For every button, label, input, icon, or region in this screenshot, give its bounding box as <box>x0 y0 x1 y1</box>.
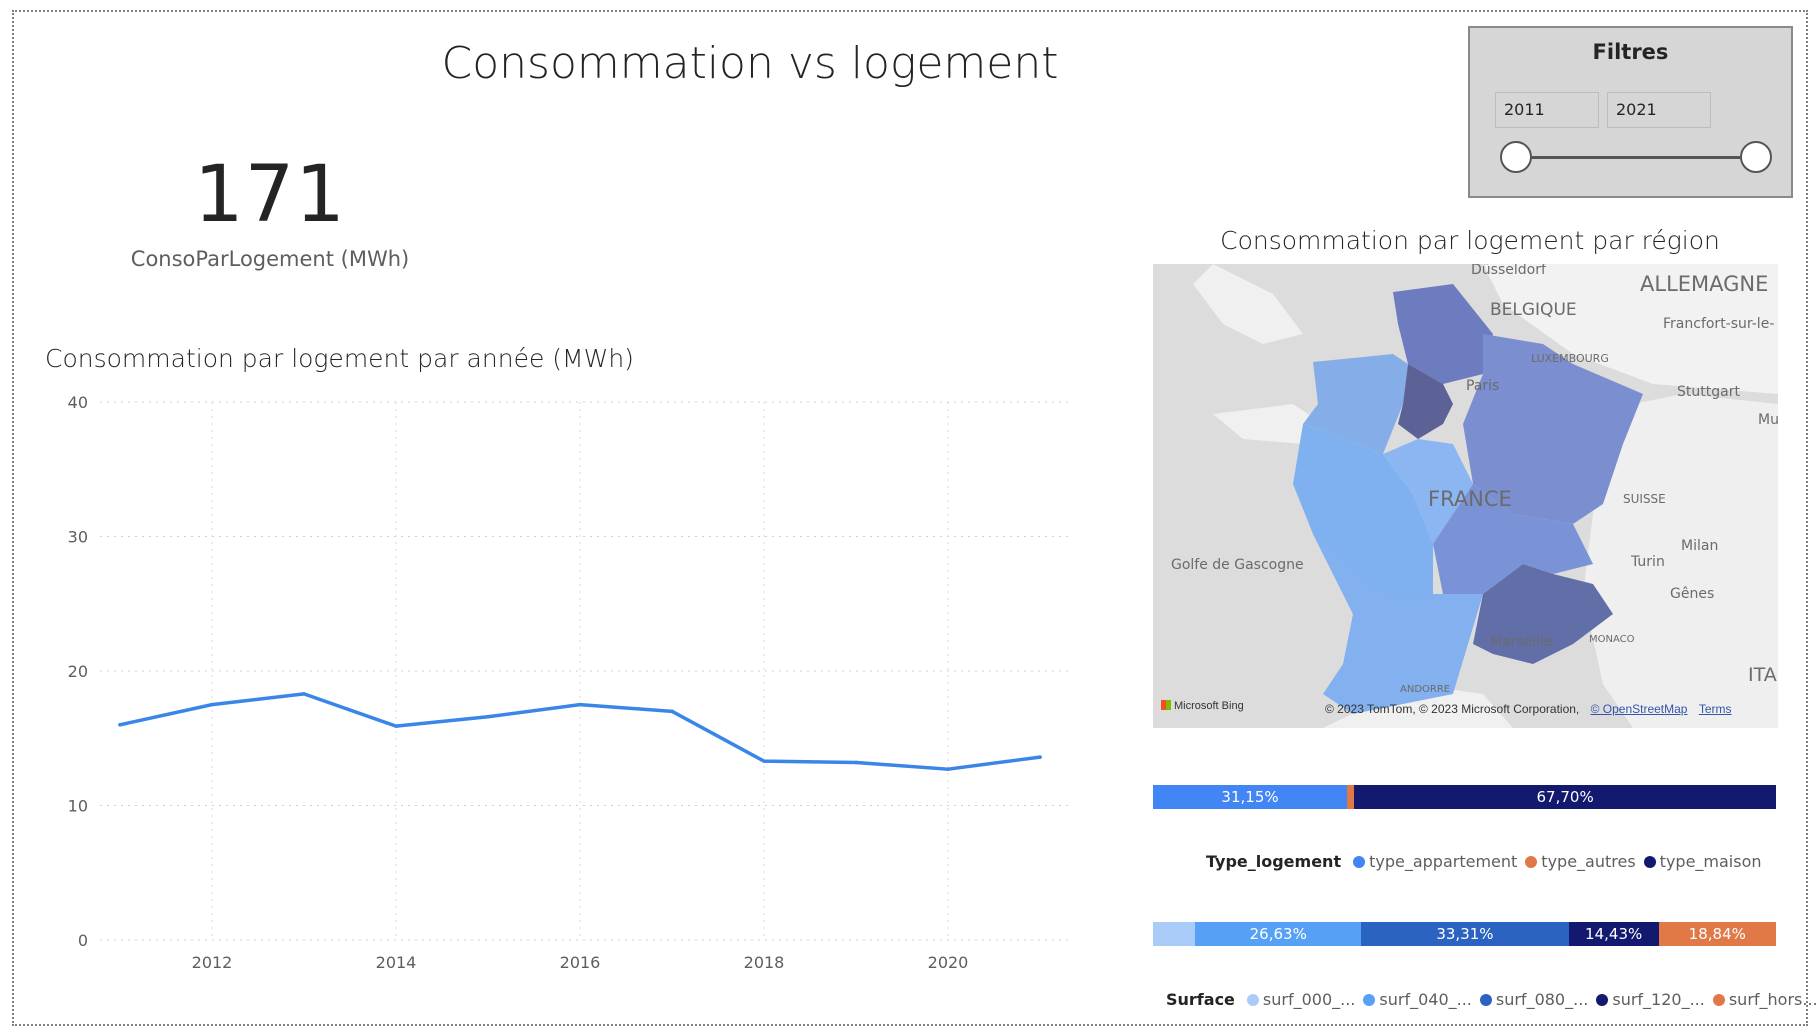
legend-dot-icon <box>1712 993 1725 1006</box>
year-to-input[interactable]: 2021 <box>1607 92 1711 128</box>
map-label-marseille: Marseille <box>1490 634 1553 650</box>
year-slider-end-handle[interactable] <box>1740 141 1772 173</box>
surface-segment-4[interactable]: 18,84% <box>1658 922 1776 946</box>
surface-bar[interactable]: 26,63% 33,31% 14,43% 18,84% <box>1153 922 1776 946</box>
legend-dot-icon <box>1596 993 1609 1006</box>
surface-legend: Surface surf_000_... surf_040_... surf_0… <box>1166 990 1820 1009</box>
map-label-dusseldorf: Düsseldorf <box>1471 264 1546 278</box>
map-label-francfort: Francfort-sur-le- <box>1663 316 1775 332</box>
map-label-allemagne: ALLEMAGNE <box>1640 272 1769 296</box>
year-slider-start-handle[interactable] <box>1500 141 1532 173</box>
type-logement-bar[interactable]: 31,15% 67,70% <box>1153 785 1776 809</box>
map-label-genes: Gênes <box>1670 586 1715 602</box>
surface-legend-title: Surface <box>1166 990 1235 1009</box>
data-point <box>118 723 122 727</box>
map-label-golfe: Golfe de Gascogne <box>1171 557 1304 573</box>
map-label-andorre: ANDORRE <box>1400 684 1451 695</box>
line-chart[interactable]: 0 10 20 30 40 2012 2014 2016 2018 2020 <box>30 380 1090 980</box>
legend-item-surf-hors[interactable]: surf_hors... <box>1712 990 1818 1009</box>
kpi-value: 171 <box>194 150 346 240</box>
y-tick-label: 10 <box>68 797 88 816</box>
x-tick-label: 2014 <box>376 953 417 972</box>
data-point <box>210 702 214 707</box>
year-slider-track[interactable] <box>1520 156 1760 159</box>
x-tick-label: 2020 <box>928 953 969 972</box>
filters-panel: Filtres 2011 2021 <box>1468 26 1793 198</box>
data-point <box>1038 755 1042 759</box>
map-graphic <box>1153 264 1778 728</box>
legend-item-type-autres[interactable]: type_autres <box>1525 852 1636 871</box>
type-logement-segment-0[interactable]: 31,15% <box>1153 785 1348 809</box>
y-tick-label: 20 <box>68 662 88 681</box>
data-point <box>762 759 766 763</box>
legend-dot-icon <box>1479 993 1492 1006</box>
data-point <box>486 714 490 719</box>
map-label-turin: Turin <box>1631 554 1665 570</box>
region-map[interactable]: Düsseldorf ALLEMAGNE BELGIQUE Francfort-… <box>1153 264 1778 728</box>
data-point <box>854 760 858 765</box>
map-label-milan: Milan <box>1681 538 1719 554</box>
map-label-belgique: BELGIQUE <box>1490 300 1577 320</box>
map-label-stuttgart: Stuttgart <box>1677 384 1740 400</box>
map-label-france: FRANCE <box>1428 487 1512 511</box>
surface-segment-0[interactable] <box>1153 922 1196 946</box>
filters-title: Filtres <box>1592 40 1669 64</box>
x-tick-label: 2012 <box>192 953 233 972</box>
map-attribution: © 2023 TomTom, © 2023 Microsoft Corporat… <box>1325 702 1732 716</box>
report-canvas <box>12 10 1808 1026</box>
legend-item-type-maison[interactable]: type_maison <box>1643 852 1762 871</box>
legend-item-surf-080[interactable]: surf_080_... <box>1479 990 1588 1009</box>
kpi-label: ConsoParLogement (MWh) <box>130 247 410 271</box>
legend-dot-icon <box>1363 993 1376 1006</box>
legend-dot-icon <box>1643 855 1656 868</box>
map-label-luxembourg: LUXEMBOURG <box>1531 352 1609 365</box>
legend-item-surf-120[interactable]: surf_120_... <box>1596 990 1705 1009</box>
y-tick-label: 40 <box>68 393 88 412</box>
surface-segment-1[interactable]: 26,63% <box>1195 922 1362 946</box>
bing-logo: Microsoft Bing <box>1161 700 1244 712</box>
data-point <box>670 709 674 714</box>
x-tick-label: 2016 <box>560 953 601 972</box>
type-logement-legend-title: Type_logement <box>1206 852 1342 871</box>
surface-segment-3[interactable]: 14,43% <box>1568 922 1659 946</box>
openstreetmap-link[interactable]: © OpenStreetMap <box>1590 702 1688 716</box>
map-label-ita: ITA <box>1748 664 1777 686</box>
data-point <box>946 767 950 771</box>
type-logement-legend: Type_logement type_appartement type_autr… <box>1206 852 1770 871</box>
surface-segment-2[interactable]: 33,31% <box>1361 922 1569 946</box>
terms-link[interactable]: Terms <box>1698 702 1732 716</box>
page-title: Consommation vs logement <box>441 38 1059 89</box>
map-label-mu: Mu <box>1758 412 1778 428</box>
data-point <box>578 702 582 707</box>
x-tick-label: 2018 <box>744 953 785 972</box>
data-point <box>302 692 306 696</box>
legend-dot-icon <box>1525 855 1538 868</box>
line-chart-title: Consommation par logement par année (MWh… <box>45 344 634 373</box>
map-label-monaco: MONACO <box>1589 634 1635 645</box>
map-title: Consommation par logement par région <box>1220 226 1720 255</box>
map-label-suisse: SUISSE <box>1623 492 1666 506</box>
legend-item-surf-000[interactable]: surf_000_... <box>1246 990 1355 1009</box>
legend-item-surf-040[interactable]: surf_040_... <box>1363 990 1472 1009</box>
legend-dot-icon <box>1246 993 1259 1006</box>
year-from-input[interactable]: 2011 <box>1495 92 1599 128</box>
type-logement-segment-1[interactable] <box>1347 785 1355 809</box>
y-tick-label: 0 <box>78 931 88 950</box>
microsoft-logo-icon <box>1161 700 1171 710</box>
legend-item-type-appartement[interactable]: type_appartement <box>1353 852 1517 871</box>
data-point <box>394 724 398 728</box>
y-tick-label: 30 <box>68 528 88 547</box>
map-label-paris: Paris <box>1466 378 1500 394</box>
type-logement-segment-2[interactable]: 67,70% <box>1354 785 1776 809</box>
legend-dot-icon <box>1353 855 1366 868</box>
